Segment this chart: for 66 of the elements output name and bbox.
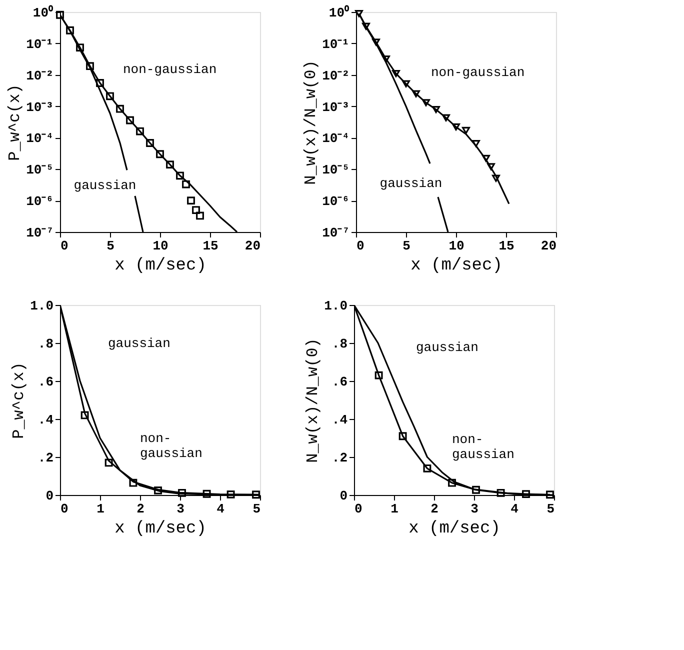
annotation: non-gaussian <box>431 65 525 80</box>
annotation: gaussian <box>108 336 170 351</box>
y-axis-title: N_w(x)/N_w(0) <box>302 60 320 185</box>
x-tick-label: 1 <box>96 502 105 516</box>
x-axis-title: x (m/sec) <box>114 520 206 538</box>
y-axis-title: P_w^c(x) <box>6 84 24 161</box>
x-tick-label: 4 <box>510 502 519 516</box>
y-tick-label: 10⁻¹ <box>322 36 350 52</box>
x-axis-title: x (m/sec) <box>410 256 502 276</box>
y-axis-title: N_w(x)/N_w(0) <box>304 338 322 463</box>
y-tick-label: 10⁻⁷ <box>26 226 54 240</box>
x-tick-label: 10 <box>152 238 168 254</box>
x-tick-label: 0 <box>356 238 364 254</box>
x-tick-label: 5 <box>546 502 555 516</box>
x-tick-label: 15 <box>202 238 218 254</box>
y-tick-label: 10⁻⁴ <box>322 131 350 146</box>
annotation: non- gaussian <box>452 432 514 462</box>
y-tick-label: .2 <box>332 450 348 466</box>
annotation: non- gaussian <box>140 431 202 461</box>
x-tick-label: 5 <box>402 238 411 254</box>
y-tick-label: 0 <box>340 488 348 504</box>
y-tick-label: .6 <box>38 374 54 390</box>
x-tick-label: 20 <box>244 238 261 254</box>
y-tick-label: 10⁻⁵ <box>322 162 350 178</box>
x-axis-title: x (m/sec) <box>408 520 500 538</box>
y-tick-label: 10⁻¹ <box>26 36 54 52</box>
y-tick-label: .2 <box>38 450 54 466</box>
y-tick-label: 1.0 <box>30 298 54 314</box>
annotation: non-gaussian <box>123 62 217 77</box>
x-tick-label: 1 <box>390 502 399 516</box>
x-tick-label: 2 <box>430 502 439 516</box>
x-tick-label: 20 <box>540 238 557 254</box>
y-tick-label: 10⁰ <box>328 4 350 20</box>
annotation: gaussian <box>74 178 136 193</box>
x-tick-label: 3 <box>470 502 479 516</box>
y-tick-label: .4 <box>38 412 54 428</box>
x-tick-label: 15 <box>498 238 514 254</box>
y-tick-label: 1.0 <box>324 298 348 314</box>
y-tick-label: 10⁻³ <box>322 100 350 115</box>
x-tick-label: 10 <box>448 238 464 254</box>
y-tick-label: 10⁻³ <box>26 100 54 115</box>
y-tick-label: .4 <box>332 412 348 428</box>
y-tick-label: 10⁻⁶ <box>322 194 350 210</box>
x-tick-label: 2 <box>136 502 145 516</box>
y-tick-label: 10⁻⁴ <box>26 131 54 146</box>
y-tick-label: 10⁻⁷ <box>322 226 350 240</box>
y-tick-label: 10⁻² <box>26 68 54 84</box>
x-tick-label: 5 <box>252 502 261 516</box>
y-tick-label: 10⁻⁶ <box>26 194 54 210</box>
y-tick-label: .8 <box>332 336 348 352</box>
y-tick-label: 10⁻² <box>322 68 350 84</box>
y-tick-label: 10⁰ <box>32 4 54 20</box>
annotation: gaussian <box>416 340 478 355</box>
x-tick-label: 5 <box>106 238 115 254</box>
y-tick-label: 0 <box>46 488 54 504</box>
y-axis-title: P_w^c(x) <box>10 362 28 439</box>
x-axis-title: x (m/sec) <box>114 256 206 276</box>
x-tick-label: 3 <box>176 502 185 516</box>
annotation: gaussian <box>380 176 442 191</box>
x-tick-label: 0 <box>60 502 68 516</box>
x-tick-label: 0 <box>60 238 68 254</box>
y-tick-label: .8 <box>38 336 54 352</box>
y-tick-label: 10⁻⁵ <box>26 162 54 178</box>
y-tick-label: .6 <box>332 374 348 390</box>
x-tick-label: 0 <box>354 502 362 516</box>
x-tick-label: 4 <box>216 502 225 516</box>
